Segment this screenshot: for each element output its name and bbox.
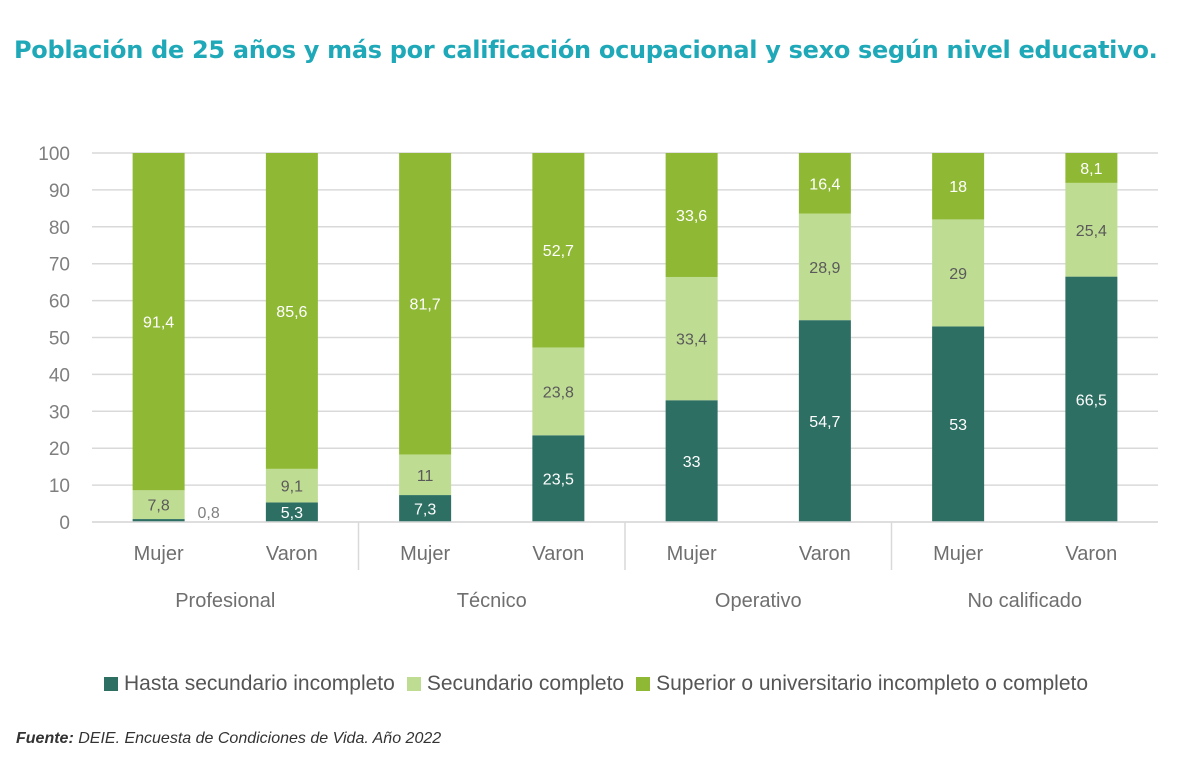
- bar-segment: [532, 153, 585, 348]
- bar-segment: [399, 153, 452, 455]
- y-tick-label: 60: [49, 292, 70, 313]
- bar-segment: [798, 320, 851, 522]
- y-tick-label: 20: [49, 439, 70, 460]
- bar-segment: [665, 276, 718, 401]
- data-label: 33,4: [676, 332, 707, 349]
- legend-swatch: [636, 677, 651, 691]
- bar-segment: [932, 219, 985, 327]
- bar-segment: [932, 153, 985, 220]
- x-tick-label: Mujer: [134, 543, 184, 565]
- data-label: 0,8: [198, 505, 220, 522]
- data-label: 5,3: [281, 505, 303, 522]
- x-tick-label: Varon: [266, 543, 318, 565]
- x-axis: Mujer Varon Mujer Varon Mujer Varon Mujer Varon…: [92, 521, 1158, 612]
- data-label: 33: [683, 454, 701, 471]
- legend-label: Superior o universitario incompleto o co…: [656, 672, 1089, 695]
- y-tick-label: 30: [49, 402, 70, 423]
- data-label: 53: [949, 417, 967, 434]
- bar-segment: [798, 213, 851, 321]
- legend-label: Hasta secundario incompleto: [124, 672, 395, 695]
- y-tick-label: 70: [49, 255, 70, 276]
- bar-segment: [798, 153, 851, 214]
- bar-segment: [532, 347, 585, 436]
- data-label: 9,1: [281, 479, 303, 496]
- source-label: Fuente:: [16, 730, 74, 747]
- data-label: 33,6: [676, 208, 707, 225]
- legend-item: Hasta secundario incompleto: [104, 672, 395, 696]
- group-label: Profesional: [175, 590, 275, 612]
- data-label: 16,4: [809, 176, 840, 193]
- stacked-bar-chart: 0 10 20 30 40 50 60 70 80 90 100 0,8 7,8 91,4 5,3 9,1 8…: [38, 144, 1158, 612]
- legend-item: Secundario completo: [406, 672, 625, 696]
- legend-item: Superior o universitario incompleto o co…: [636, 672, 1088, 696]
- data-label: 7,3: [414, 502, 436, 519]
- data-labels: 0,8 7,8 91,4 5,3 9,1 85,6 7,3 11 81,7 23,5 23,8 52,…: [143, 161, 1107, 522]
- y-tick-label: 90: [49, 181, 70, 202]
- bar-segment: [132, 519, 185, 522]
- bar-segment: [265, 153, 318, 469]
- x-tick-label: Mujer: [933, 543, 983, 565]
- bar-segment: [932, 326, 985, 522]
- data-label: 85,6: [276, 304, 307, 321]
- data-label: 81,7: [410, 297, 441, 314]
- data-label: 54,7: [809, 414, 840, 431]
- group-label: Técnico: [457, 590, 527, 612]
- bar-segment: [399, 454, 452, 496]
- bar-segment: [265, 502, 318, 522]
- data-label: 52,7: [543, 243, 574, 260]
- bar-segment: [1065, 276, 1118, 522]
- y-axis-ticks: 0 10 20 30 40 50 60 70 80 90 100: [38, 144, 70, 534]
- x-tick-label: Varon: [1065, 543, 1117, 565]
- legend-swatch: [406, 677, 421, 691]
- y-tick-label: 80: [49, 218, 70, 239]
- bar-segment: [532, 435, 585, 522]
- bar-segment: [1065, 153, 1118, 183]
- bar-segment: [132, 153, 185, 491]
- data-label: 25,4: [1076, 223, 1107, 240]
- data-label: 29: [949, 266, 967, 283]
- y-tick-label: 0: [59, 513, 70, 534]
- source-text: DEIE. Encuesta de Condiciones de Vida. A…: [73, 730, 442, 747]
- legend-label: Secundario completo: [426, 672, 625, 695]
- x-tick-label: Mujer: [667, 543, 717, 565]
- data-label: 91,4: [143, 315, 174, 332]
- bar-segment: [665, 153, 718, 277]
- data-label: 8,1: [1080, 161, 1102, 178]
- bar-segment: [665, 400, 718, 522]
- bar-segment: [1065, 182, 1118, 277]
- data-label: 11: [417, 468, 434, 485]
- legend-swatch: [104, 677, 118, 691]
- y-tick-label: 100: [38, 144, 70, 165]
- data-label: 28,9: [809, 260, 840, 277]
- chart-title: Población de 25 años y más por calificac…: [14, 36, 1158, 64]
- data-label: 18: [949, 179, 967, 196]
- x-tick-label: Varon: [532, 543, 584, 565]
- y-tick-label: 40: [49, 365, 70, 386]
- group-label: No calificado: [967, 590, 1082, 612]
- bar-segment: [132, 490, 185, 520]
- source-note: Fuente: DEIE. Encuesta de Condiciones de…: [16, 730, 441, 748]
- bars: [132, 153, 1118, 522]
- y-tick-label: 10: [49, 476, 70, 497]
- data-label: 7,8: [148, 498, 170, 515]
- gridlines: [92, 152, 1158, 523]
- bar-segment: [265, 468, 318, 503]
- group-label: Operativo: [715, 590, 802, 612]
- data-label: 66,5: [1076, 392, 1107, 409]
- bar-segment: [399, 495, 452, 522]
- x-tick-label: Varon: [799, 543, 851, 565]
- data-label: 23,8: [543, 384, 574, 401]
- legend: Hasta secundario incompleto Secundario co…: [104, 672, 1100, 696]
- x-tick-label: Mujer: [400, 543, 450, 565]
- y-tick-label: 50: [49, 329, 70, 350]
- data-label: 23,5: [543, 472, 574, 489]
